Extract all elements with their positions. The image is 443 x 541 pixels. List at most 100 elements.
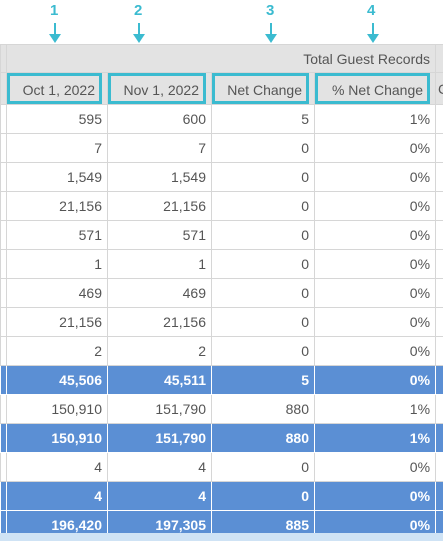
table-row: 2 2 0 0% <box>0 336 443 366</box>
arrow-down-icon <box>367 34 379 43</box>
table-cell: 571 <box>107 220 212 250</box>
table-cell: 0% <box>313 365 437 395</box>
edge-column-stub <box>435 44 443 73</box>
arrow-down-icon <box>133 34 145 43</box>
column-header-oct[interactable]: Oct 1, 2022 <box>6 72 108 105</box>
table-cell: 0% <box>313 481 437 511</box>
column-annotations: 1 2 3 4 <box>0 0 443 44</box>
table-cell: 1% <box>313 104 437 134</box>
table-cell: 21,156 <box>107 307 212 337</box>
table-cell: 5 <box>211 365 315 395</box>
table-cell: 7 <box>6 133 108 163</box>
column-header-row: Oct 1, 2022 Nov 1, 2022 Net Change % Net… <box>0 72 443 105</box>
subtotal-row: 150,910 151,790 880 1% <box>0 423 443 453</box>
subtotal-row: 45,506 45,511 5 0% <box>0 365 443 395</box>
table-cell: 0 <box>211 452 315 482</box>
table-cell: 0 <box>211 278 315 308</box>
table-cell: 1,549 <box>6 162 108 192</box>
table-cell: 0 <box>211 133 315 163</box>
table-cell: 2 <box>107 336 212 366</box>
edge-cell <box>435 162 443 192</box>
edge-cell <box>435 249 443 279</box>
table-cell: 880 <box>211 394 315 424</box>
group-header-row: Total Guest Records <box>0 44 443 73</box>
table-cell: 0% <box>313 191 437 221</box>
table-row: 21,156 21,156 0 0% <box>0 191 443 221</box>
table-cell: 0% <box>313 133 437 163</box>
group-header: Total Guest Records <box>5 44 437 73</box>
edge-column-header[interactable]: C <box>435 72 443 105</box>
table-cell: 469 <box>107 278 212 308</box>
table-cell: 151,790 <box>107 423 212 453</box>
column-header-nov[interactable]: Nov 1, 2022 <box>107 72 212 105</box>
table-row: 1,549 1,549 0 0% <box>0 162 443 192</box>
table-cell: 0% <box>313 162 437 192</box>
table-cell: 150,910 <box>6 423 108 453</box>
subtotal-row: 4 4 0 0% <box>0 481 443 511</box>
table-cell: 595 <box>6 104 108 134</box>
edge-cell <box>435 220 443 250</box>
table-cell: 4 <box>6 481 108 511</box>
annotation-4: 4 <box>367 2 376 19</box>
table-cell: 21,156 <box>107 191 212 221</box>
arrow-down-icon <box>265 34 277 43</box>
table-row: 1 1 0 0% <box>0 249 443 279</box>
table-cell: 7 <box>107 133 212 163</box>
table-cell: 45,511 <box>107 365 212 395</box>
table-row: 7 7 0 0% <box>0 133 443 163</box>
column-header-net-change[interactable]: Net Change <box>211 72 315 105</box>
column-header-pct-net-change[interactable]: % Net Change <box>313 72 437 105</box>
table-cell: 2 <box>6 336 108 366</box>
table-cell: 0 <box>211 336 315 366</box>
table-cell: 1 <box>107 249 212 279</box>
table-cell: 0% <box>313 220 437 250</box>
table-cell: 4 <box>6 452 108 482</box>
table-cell: 600 <box>107 104 212 134</box>
table-row: 21,156 21,156 0 0% <box>0 307 443 337</box>
table-cell: 1,549 <box>107 162 212 192</box>
annotation-2-arrow <box>138 23 140 36</box>
annotation-4-arrow <box>372 23 374 36</box>
table-cell: 0 <box>211 249 315 279</box>
edge-cell <box>435 394 443 424</box>
arrow-down-icon <box>49 34 61 43</box>
table-cell: 21,156 <box>6 191 108 221</box>
table-cell: 0% <box>313 278 437 308</box>
edge-cell <box>435 278 443 308</box>
table-cell: 0 <box>211 162 315 192</box>
edge-cell <box>435 133 443 163</box>
table-cell: 21,156 <box>6 307 108 337</box>
table-cell: 0 <box>211 220 315 250</box>
table-cell: 469 <box>6 278 108 308</box>
guest-records-table: Total Guest Records Oct 1, 2022 Nov 1, 2… <box>0 44 443 540</box>
edge-cell <box>435 481 443 511</box>
annotation-1-arrow <box>54 23 56 36</box>
table-cell: 0 <box>211 191 315 221</box>
table-row: 469 469 0 0% <box>0 278 443 308</box>
annotation-2: 2 <box>134 2 143 19</box>
table-cell: 1% <box>313 394 437 424</box>
annotation-1: 1 <box>50 2 59 19</box>
table-row: 571 571 0 0% <box>0 220 443 250</box>
table-cell: 0% <box>313 336 437 366</box>
footer-strip <box>0 533 443 541</box>
table-row: 595 600 5 1% <box>0 104 443 134</box>
table-cell: 571 <box>6 220 108 250</box>
edge-cell <box>435 336 443 366</box>
edge-cell <box>435 104 443 134</box>
table-cell: 151,790 <box>107 394 212 424</box>
edge-cell <box>435 452 443 482</box>
edge-cell <box>435 365 443 395</box>
table-cell: 150,910 <box>6 394 108 424</box>
table-cell: 880 <box>211 423 315 453</box>
table-cell: 0 <box>211 307 315 337</box>
table-cell: 1 <box>6 249 108 279</box>
table-cell: 5 <box>211 104 315 134</box>
table-cell: 1% <box>313 423 437 453</box>
annotation-3-arrow <box>270 23 272 36</box>
table-cell: 0 <box>211 481 315 511</box>
edge-cell <box>435 191 443 221</box>
table-cell: 0% <box>313 249 437 279</box>
table-cell: 4 <box>107 452 212 482</box>
table-row: 4 4 0 0% <box>0 452 443 482</box>
